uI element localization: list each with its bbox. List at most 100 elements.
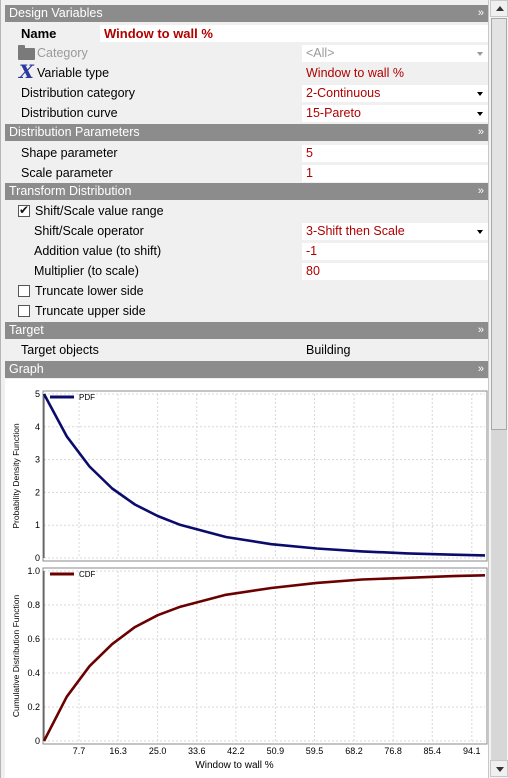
shape-row: Shape parameter 5 [5, 144, 488, 163]
truncate-upper-row: Truncate upper side [5, 302, 488, 321]
series-line-pdf [42, 393, 486, 557]
property-panel: Design Variables » Name Window to wall %… [0, 0, 488, 778]
legend-label: CDF [79, 570, 96, 579]
variable-x-icon: X [19, 61, 34, 83]
dist-category-dropdown[interactable]: 2-Continuous [302, 85, 488, 102]
category-label: Category [37, 46, 88, 60]
target-objects-label: Target objects [21, 343, 99, 357]
section-title: Distribution Parameters [9, 125, 140, 139]
truncate-lower-label: Truncate lower side [35, 284, 144, 298]
series-line-cdf [42, 574, 486, 742]
collapse-chevron-icon[interactable]: » [477, 126, 484, 138]
section-title: Target [9, 323, 44, 337]
variable-type-value: Window to wall % [306, 66, 404, 80]
y-tick-label: 2 [35, 487, 40, 497]
x-tick-label: 76.8 [384, 746, 402, 756]
category-dropdown[interactable]: <All> [302, 45, 488, 62]
x-tick-label: 50.9 [267, 746, 285, 756]
collapse-chevron-icon[interactable]: » [477, 324, 484, 336]
shape-input[interactable]: 5 [302, 145, 488, 162]
dist-category-row: Distribution category 2-Continuous [5, 84, 488, 103]
y-tick-label: 0.6 [27, 634, 40, 644]
scroll-track[interactable] [491, 430, 507, 760]
y-tick-label: 0.2 [27, 702, 40, 712]
name-input[interactable]: Window to wall % [100, 25, 488, 42]
dist-category-label: Distribution category [21, 86, 135, 100]
folder-icon [18, 45, 35, 60]
addition-label: Addition value (to shift) [34, 244, 162, 258]
y-tick-label: 3 [35, 455, 40, 465]
scroll-down-button[interactable] [490, 760, 508, 777]
y-tick-label: 0 [35, 553, 40, 563]
section-title: Graph [9, 362, 44, 376]
section-graph[interactable]: Graph » [5, 361, 488, 378]
collapse-chevron-icon[interactable]: » [477, 185, 484, 197]
operator-dropdown[interactable]: 3-Shift then Scale [302, 223, 488, 240]
y-tick-label: 5 [35, 389, 40, 399]
section-transform-distribution[interactable]: Transform Distribution » [5, 183, 488, 200]
y-tick-label: 0 [35, 736, 40, 746]
x-tick-label: 94.1 [463, 746, 481, 756]
shape-label: Shape parameter [21, 146, 118, 160]
truncate-lower-checkbox[interactable] [18, 285, 30, 297]
y-axis-label: Probability Density Function [11, 423, 21, 529]
variable-type-row: X Variable type Window to wall % [5, 61, 488, 83]
x-axis-label: Window to wall % [195, 760, 273, 771]
plot-frame [42, 390, 488, 562]
arrow-up-icon [496, 6, 504, 11]
legend-label: PDF [79, 393, 95, 402]
operator-label: Shift/Scale operator [34, 224, 144, 238]
section-distribution-parameters[interactable]: Distribution Parameters » [5, 124, 488, 141]
chart-svg: 0 1 2 3 4 5 PDF Probability Density Function 0 0.… [11, 389, 488, 771]
scroll-thumb[interactable] [491, 18, 507, 430]
x-tick-label: 7.7 [73, 746, 86, 756]
section-design-variables[interactable]: Design Variables » [5, 5, 488, 22]
dist-curve-label: Distribution curve [21, 106, 118, 120]
arrow-down-icon [496, 767, 504, 772]
y-tick-label: 0.4 [27, 668, 40, 678]
y-tick-label: 0.8 [27, 600, 40, 610]
section-target[interactable]: Target » [5, 322, 488, 339]
dist-curve-row: Distribution curve 15-Pareto [5, 104, 488, 123]
scale-label: Scale parameter [21, 166, 113, 180]
x-tick-label: 68.2 [345, 746, 363, 756]
x-tick-label: 42.2 [227, 746, 245, 756]
x-tick-label: 25.0 [149, 746, 167, 756]
truncate-upper-checkbox[interactable] [18, 305, 30, 317]
operator-row: Shift/Scale operator 3-Shift then Scale [5, 222, 488, 241]
x-tick-label: 33.6 [188, 746, 206, 756]
graph-area: 0 1 2 3 4 5 PDF Probability Density Function 0 0.… [5, 379, 488, 778]
scroll-up-button[interactable] [490, 0, 508, 17]
dist-curve-dropdown[interactable]: 15-Pareto [302, 105, 488, 122]
x-tick-label: 59.5 [306, 746, 324, 756]
addition-input[interactable]: -1 [302, 243, 488, 260]
multiplier-row: Multiplier (to scale) 80 [5, 262, 488, 281]
plot-frame [42, 567, 488, 745]
scale-input[interactable]: 1 [302, 165, 488, 182]
multiplier-input[interactable]: 80 [302, 263, 488, 280]
shift-scale-row: Shift/Scale value range [5, 202, 488, 221]
addition-row: Addition value (to shift) -1 [5, 242, 488, 261]
variable-type-label: Variable type [37, 66, 110, 80]
target-objects-value: Building [306, 343, 351, 357]
section-title: Design Variables [9, 6, 103, 20]
vertical-scrollbar[interactable] [488, 0, 508, 778]
name-label: Name [21, 26, 57, 41]
x-tick-label: 85.4 [423, 746, 441, 756]
name-row: Name Window to wall % [5, 24, 488, 43]
multiplier-label: Multiplier (to scale) [34, 264, 139, 278]
truncate-lower-row: Truncate lower side [5, 282, 488, 301]
shift-scale-checkbox[interactable] [18, 203, 30, 217]
collapse-chevron-icon[interactable]: » [477, 7, 484, 19]
collapse-chevron-icon[interactable]: » [477, 363, 484, 375]
shift-scale-label: Shift/Scale value range [35, 204, 164, 218]
y-tick-label: 1.0 [27, 566, 40, 576]
section-title: Transform Distribution [9, 184, 132, 198]
category-row: Category <All> [5, 44, 488, 63]
y-axis-label: Cumulative Distribution Function [11, 595, 21, 718]
truncate-upper-label: Truncate upper side [35, 304, 146, 318]
x-tick-label: 16.3 [109, 746, 127, 756]
target-objects-row: Target objects Building [5, 341, 488, 360]
y-tick-label: 1 [35, 520, 40, 530]
y-tick-label: 4 [35, 422, 40, 432]
